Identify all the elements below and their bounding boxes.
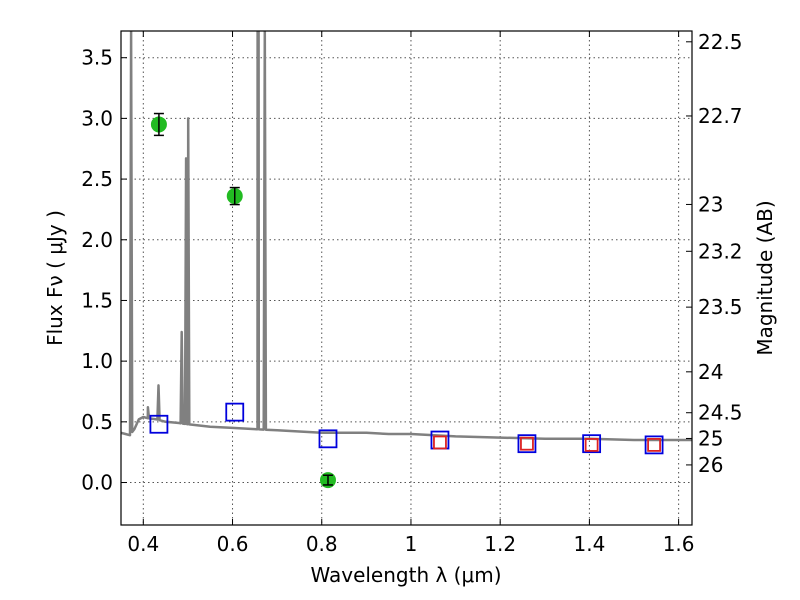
x-tick-label: 0.6 [217,532,249,556]
y-tick-label: 3.5 [81,46,113,70]
x-tick-label: 1.4 [573,532,605,556]
right-tick-label: 24.5 [698,401,743,425]
x-tick-label: 1 [405,532,418,556]
y-tick-label: 3.0 [81,106,113,130]
right-tick-label: 22.5 [698,30,743,54]
model-photometry-square [644,435,664,455]
model-photometry-square [318,429,338,449]
model-photometry-square [225,402,245,422]
right-tick-label: 23 [698,192,723,216]
right-tick-label: 24 [698,360,723,384]
y-tick-label: 1.5 [81,288,113,312]
y-tick-label: 2.0 [81,228,113,252]
x-tick-label: 0.4 [127,532,159,556]
right-tick-label: 25 [698,426,723,450]
nir-photometry-square [584,437,599,452]
x-tick-label: 1.6 [663,532,695,556]
sed-template-line [121,31,692,442]
model-photometry-square [582,434,602,454]
model-photometry-square [149,414,169,434]
right-tick-label: 23.5 [698,295,743,319]
model-photometry-square [517,434,537,454]
right-tick-label: 26 [698,453,723,477]
nir-photometry-square [433,435,447,450]
x-tick-label: 1.2 [484,532,516,556]
right-tick-label: 22.7 [698,104,743,128]
nir-photometry-square [647,437,661,452]
tick-layer: 0.4 0.6 0.8 1 1.2 1.4 1.6 0.0 0.5 1.0 1.5 2.0 2.5 3.0… [81,30,742,556]
y-tick-label: 1.0 [81,349,113,373]
y-tick-label: 0.5 [81,410,113,434]
y-tick-label: 2.5 [81,167,113,191]
plot-frame [120,30,693,526]
series-layer [121,31,692,489]
nir-photometry-square [520,436,534,451]
right-axis-label: Magnitude (AB) [753,200,777,355]
grid-layer [121,31,692,525]
y-axis-label: Flux Fν ( μJy ) [43,210,67,346]
right-tick-label: 23.2 [698,239,743,263]
x-axis-label: Wavelength λ (μm) [310,563,501,587]
y-tick-label: 0.0 [81,471,113,495]
x-tick-label: 0.8 [306,532,338,556]
